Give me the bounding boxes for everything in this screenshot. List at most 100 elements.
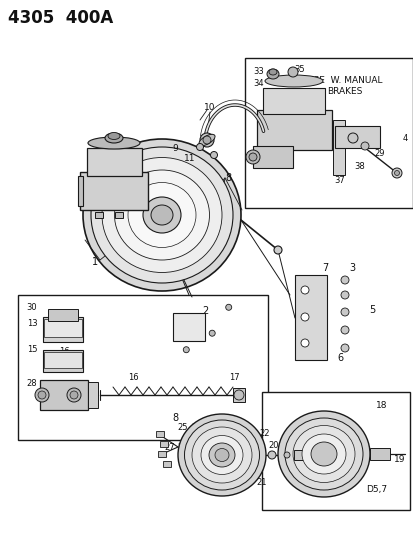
Bar — [332, 120, 344, 175]
Text: 34: 34 — [253, 78, 263, 87]
Ellipse shape — [199, 134, 214, 146]
Bar — [256, 110, 331, 150]
Text: 27: 27 — [164, 443, 175, 453]
Ellipse shape — [70, 391, 78, 399]
Bar — [87, 148, 142, 176]
Circle shape — [340, 276, 348, 284]
Circle shape — [196, 143, 203, 150]
Ellipse shape — [266, 69, 278, 79]
Text: 3: 3 — [348, 263, 354, 273]
Bar — [80, 172, 147, 210]
Ellipse shape — [301, 434, 345, 474]
Text: 13: 13 — [26, 319, 37, 327]
Ellipse shape — [284, 418, 362, 490]
Circle shape — [360, 142, 368, 150]
Text: 10: 10 — [204, 102, 215, 111]
Text: 31: 31 — [69, 333, 80, 342]
Ellipse shape — [38, 391, 46, 399]
Circle shape — [210, 151, 217, 158]
Ellipse shape — [128, 182, 195, 247]
Bar — [18, 295, 267, 440]
Text: 37: 37 — [334, 175, 344, 184]
Text: 21: 21 — [256, 479, 267, 488]
Circle shape — [267, 451, 275, 459]
Text: 2: 2 — [202, 306, 208, 316]
Ellipse shape — [245, 150, 259, 164]
Text: 23: 23 — [246, 472, 257, 481]
Ellipse shape — [277, 411, 369, 497]
Text: 1: 1 — [92, 257, 98, 267]
Text: 17: 17 — [228, 373, 239, 382]
Text: 35: 35 — [294, 64, 304, 74]
Bar — [294, 275, 326, 360]
Circle shape — [233, 390, 243, 400]
Ellipse shape — [83, 139, 240, 291]
Text: 36: 36 — [251, 151, 262, 160]
Bar — [48, 309, 78, 321]
Bar — [88, 382, 98, 408]
Text: 20: 20 — [268, 440, 279, 449]
Circle shape — [394, 171, 399, 175]
Bar — [163, 461, 171, 467]
Circle shape — [347, 133, 357, 143]
Text: 16: 16 — [59, 348, 69, 357]
Ellipse shape — [310, 442, 336, 466]
Bar — [44, 319, 82, 337]
Circle shape — [340, 326, 348, 334]
Bar — [158, 451, 166, 457]
Text: 9: 9 — [172, 143, 178, 152]
Circle shape — [183, 347, 189, 353]
Circle shape — [391, 168, 401, 178]
Ellipse shape — [91, 147, 233, 283]
Text: 25: 25 — [177, 424, 188, 432]
Text: 26: 26 — [177, 443, 188, 453]
Circle shape — [300, 286, 308, 294]
Circle shape — [273, 246, 281, 254]
Bar — [159, 441, 168, 447]
Text: 8: 8 — [171, 413, 178, 423]
Text: 16: 16 — [127, 373, 138, 382]
Text: 16: 16 — [69, 351, 80, 359]
Bar — [293, 450, 311, 460]
Ellipse shape — [35, 388, 49, 402]
Ellipse shape — [192, 427, 252, 483]
Text: 14: 14 — [59, 362, 69, 372]
Ellipse shape — [268, 69, 276, 75]
Bar — [369, 448, 389, 460]
Ellipse shape — [292, 425, 354, 482]
Bar — [261, 392, 409, 510]
Ellipse shape — [108, 133, 120, 140]
Bar — [252, 146, 292, 168]
Ellipse shape — [102, 157, 221, 272]
Text: 18: 18 — [375, 401, 387, 410]
Ellipse shape — [105, 133, 123, 143]
Text: 12: 12 — [66, 319, 77, 327]
Circle shape — [300, 313, 308, 321]
Bar — [262, 88, 324, 114]
Circle shape — [209, 330, 215, 336]
Text: 38: 38 — [354, 161, 365, 171]
Text: D5,7: D5,7 — [366, 486, 387, 495]
Circle shape — [283, 452, 289, 458]
Circle shape — [225, 304, 231, 310]
Ellipse shape — [151, 205, 173, 225]
Bar — [43, 350, 83, 372]
Ellipse shape — [184, 420, 259, 490]
Text: BRAKES: BRAKES — [327, 86, 362, 95]
Ellipse shape — [67, 388, 81, 402]
Text: 28: 28 — [26, 378, 37, 387]
Ellipse shape — [178, 414, 266, 496]
Bar — [334, 126, 379, 148]
Text: 22: 22 — [259, 430, 270, 439]
Text: 30: 30 — [26, 303, 37, 311]
Ellipse shape — [142, 197, 180, 233]
Bar — [43, 317, 83, 342]
Ellipse shape — [202, 136, 211, 144]
Bar — [44, 352, 82, 368]
Text: 7: 7 — [321, 263, 328, 273]
Ellipse shape — [201, 435, 242, 474]
Bar — [173, 313, 204, 341]
Ellipse shape — [287, 67, 297, 77]
Bar — [78, 176, 83, 206]
Ellipse shape — [214, 448, 228, 462]
